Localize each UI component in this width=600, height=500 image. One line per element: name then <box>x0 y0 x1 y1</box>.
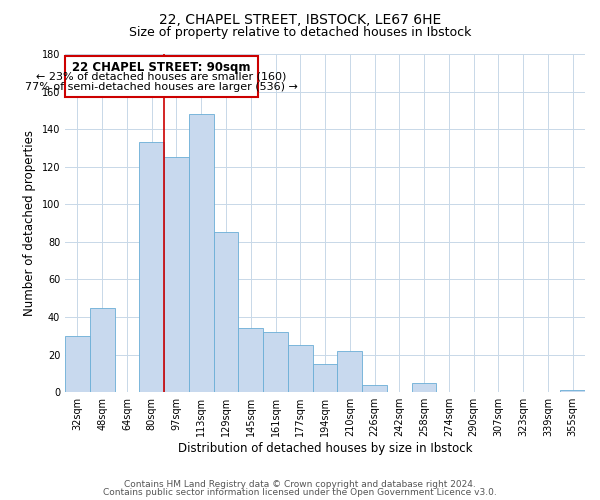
Bar <box>337 351 362 392</box>
Text: 22 CHAPEL STREET: 90sqm: 22 CHAPEL STREET: 90sqm <box>73 60 251 74</box>
Bar <box>238 328 263 392</box>
Bar <box>214 232 238 392</box>
Bar <box>313 364 337 392</box>
Text: 22, CHAPEL STREET, IBSTOCK, LE67 6HE: 22, CHAPEL STREET, IBSTOCK, LE67 6HE <box>159 12 441 26</box>
X-axis label: Distribution of detached houses by size in Ibstock: Distribution of detached houses by size … <box>178 442 472 455</box>
Bar <box>263 332 288 392</box>
Text: Size of property relative to detached houses in Ibstock: Size of property relative to detached ho… <box>129 26 471 39</box>
Text: ← 23% of detached houses are smaller (160): ← 23% of detached houses are smaller (16… <box>37 72 287 82</box>
Bar <box>139 142 164 392</box>
Text: Contains public sector information licensed under the Open Government Licence v3: Contains public sector information licen… <box>103 488 497 497</box>
Bar <box>412 383 436 392</box>
Bar <box>65 336 90 392</box>
Bar <box>362 384 387 392</box>
Bar <box>164 158 189 392</box>
Text: Contains HM Land Registry data © Crown copyright and database right 2024.: Contains HM Land Registry data © Crown c… <box>124 480 476 489</box>
Bar <box>288 345 313 392</box>
Y-axis label: Number of detached properties: Number of detached properties <box>23 130 36 316</box>
Bar <box>560 390 585 392</box>
Bar <box>189 114 214 392</box>
Text: 77% of semi-detached houses are larger (536) →: 77% of semi-detached houses are larger (… <box>25 82 298 92</box>
Bar <box>90 308 115 392</box>
FancyBboxPatch shape <box>65 56 258 97</box>
